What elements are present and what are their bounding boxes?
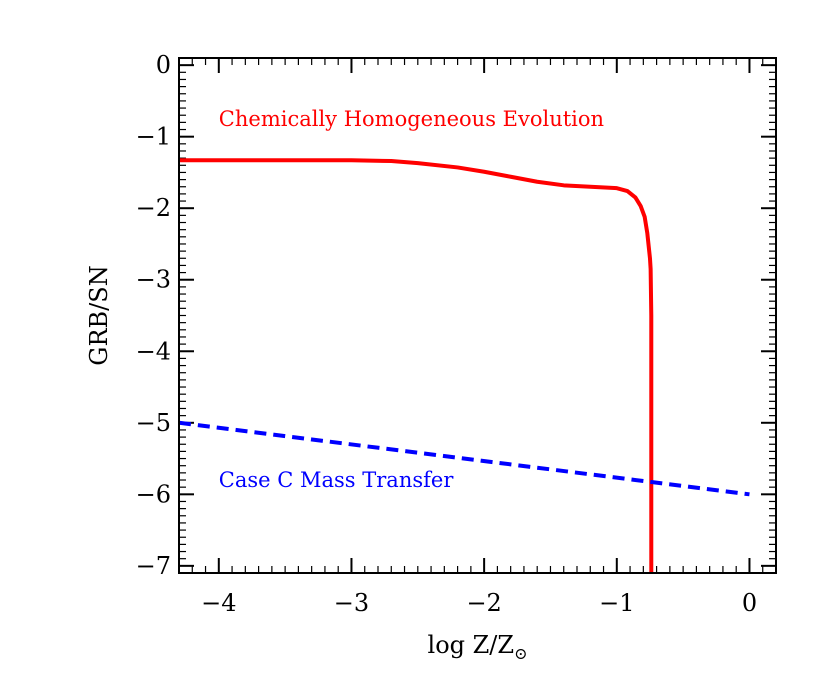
y-tick-label: −3 [136,266,171,294]
x-axis-title-main: log Z/Z [428,631,515,659]
y-tick-labels: 0 −1 −2 −3 −4 −5 −6 −7 [136,51,171,580]
x-tick-label: −3 [334,589,369,617]
x-axis-title: log Z/Z⊙ [428,631,528,663]
case-c-mass-transfer-line [179,420,750,497]
series-annotation: Case C Mass Transfer [219,468,455,492]
series-layer [179,158,750,573]
y-tick-label: −1 [136,123,171,151]
x-tick-label: −4 [201,589,236,617]
y-tick-label: −4 [136,337,171,365]
x-tick-label: 0 [742,589,757,617]
y-tick-label: −7 [136,552,171,580]
series-annotation: Chemically Homogeneous Evolution [219,107,604,131]
y-tick-label: −5 [136,409,171,437]
y-tick-label: −2 [136,194,171,222]
minor-ticks [178,57,777,574]
y-tick-label: −6 [136,480,171,508]
chemically-homogeneous-evolution-line [179,158,654,573]
annotation-layer: Chemically Homogeneous Evolution Case C M… [219,107,604,492]
plot-frame [178,57,777,574]
major-ticks [179,58,776,573]
x-tick-labels: −4 −3 −2 −1 0 [201,589,757,617]
x-tick-label: −1 [599,589,634,617]
x-axis-title-subscript: ⊙ [514,644,527,663]
x-tick-label: −2 [466,589,501,617]
y-tick-label: 0 [156,51,171,79]
y-axis-title: GRB/SN [85,265,113,365]
